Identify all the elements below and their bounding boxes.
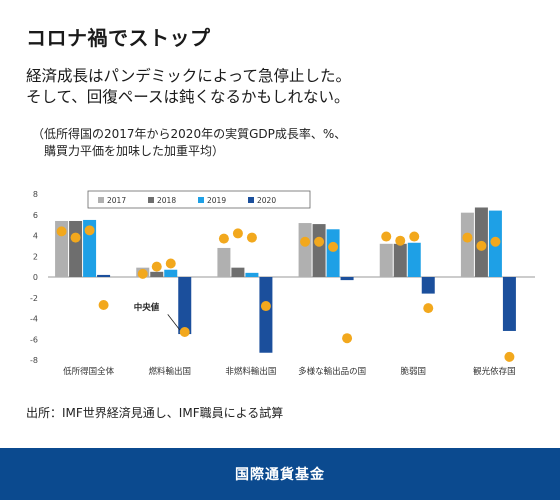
- y-tick-label: -2: [30, 294, 38, 303]
- y-tick-label: 8: [33, 190, 38, 199]
- x-tick-label: 観光依存国: [473, 366, 516, 377]
- median-dot: [70, 232, 81, 243]
- x-tick-label: 脆弱国: [400, 366, 426, 377]
- bar-2017: [298, 223, 312, 277]
- x-tick-label: 低所得国全体: [63, 366, 115, 377]
- legend-swatch-2019: [198, 197, 204, 203]
- median-dot: [476, 240, 487, 251]
- legend-label-2020: 2020: [257, 196, 276, 205]
- bar-2020: [502, 277, 516, 331]
- bar-2020: [340, 277, 354, 281]
- y-tick-label: 6: [33, 211, 38, 220]
- legend-label-2019: 2019: [207, 196, 226, 205]
- legend-swatch-2018: [148, 197, 154, 203]
- y-tick-label: -6: [30, 335, 38, 344]
- bar-2018: [312, 224, 326, 277]
- bar-2018: [393, 243, 407, 277]
- bar-2019: [164, 269, 178, 277]
- bar-2018: [150, 271, 164, 277]
- median-dot: [260, 301, 271, 312]
- bar-2019: [407, 242, 421, 277]
- y-tick-label: 4: [33, 232, 38, 241]
- legend-swatch-2020: [248, 197, 254, 203]
- median-dot: [490, 236, 501, 247]
- median-dot: [218, 233, 229, 244]
- subtitle-line-1: 経済成長はパンデミックによって急停止した。: [26, 67, 352, 85]
- median-dot: [381, 231, 392, 242]
- median-dot: [56, 226, 67, 237]
- y-tick-label: 2: [33, 252, 38, 261]
- median-dot: [314, 236, 325, 247]
- median-dot: [165, 258, 176, 269]
- legend-label-2018: 2018: [157, 196, 176, 205]
- median-dot: [137, 268, 148, 279]
- legend-swatch-2017: [98, 197, 104, 203]
- bar-2018: [231, 267, 245, 277]
- median-dot: [462, 232, 473, 243]
- bar-2017: [379, 243, 393, 277]
- bar-2020: [421, 277, 435, 294]
- y-tick-label: 0: [33, 273, 38, 282]
- x-tick-label: 非燃料輸出国: [225, 366, 276, 377]
- bar-2019: [326, 229, 340, 277]
- footer-bar: 国際通貨基金: [0, 448, 560, 500]
- median-dot: [179, 326, 190, 337]
- median-dot: [504, 351, 515, 362]
- bar-2017: [460, 212, 474, 277]
- median-dot: [300, 236, 311, 247]
- median-dot: [232, 228, 243, 239]
- median-dot: [246, 232, 257, 243]
- source-note: 出所：IMF世界経済見通し、IMF職員による試算: [26, 406, 284, 420]
- y-tick-label: -4: [30, 315, 38, 324]
- median-dot: [342, 333, 353, 344]
- chart-note: （低所得国の2017年から2020年の実質GDP成長率、%、 購買力平価を加味し…: [32, 126, 542, 160]
- chart-title: コロナ禍でストップ: [26, 26, 211, 50]
- note-line-2: 購買力平価を加味した加重平均）: [32, 144, 225, 158]
- footer-org-name: 国際通貨基金: [235, 467, 325, 483]
- median-dot: [328, 241, 339, 252]
- x-tick-label: 燃料輸出国: [148, 366, 191, 377]
- chart-subtitle: 経済成長はパンデミックによって急停止した。 そして、回復ペースは鈍くなるかもしれ…: [26, 66, 546, 108]
- bar-2017: [217, 247, 231, 277]
- bar-2018: [69, 220, 83, 277]
- bar-2019: [245, 272, 259, 277]
- median-dot: [84, 225, 95, 236]
- x-tick-label: 多様な輸出品の国: [298, 366, 366, 377]
- median-dot: [409, 231, 420, 242]
- median-dot: [151, 261, 162, 272]
- median-annotation-leader: [167, 314, 181, 331]
- bar-2020: [178, 277, 192, 335]
- note-line-1: （低所得国の2017年から2020年の実質GDP成長率、%、: [32, 127, 347, 141]
- growth-chart: 8 6 4 2 0 -2 -4 -6 -8 低所得国全体 燃料輸出国 非燃料輸出国 多様な輸出品の国 脆弱…: [30, 190, 535, 377]
- bar-2019: [83, 219, 97, 277]
- median-annotation: 中央値: [134, 302, 160, 313]
- median-dot: [98, 300, 109, 311]
- subtitle-line-2: そして、回復ペースは鈍くなるかもしれない。: [26, 88, 350, 106]
- bar-2020: [97, 274, 111, 277]
- y-tick-label: -8: [30, 356, 38, 365]
- median-dot: [395, 235, 406, 246]
- bar-2020: [259, 277, 273, 353]
- median-dot: [423, 303, 434, 314]
- legend-label-2017: 2017: [107, 196, 126, 205]
